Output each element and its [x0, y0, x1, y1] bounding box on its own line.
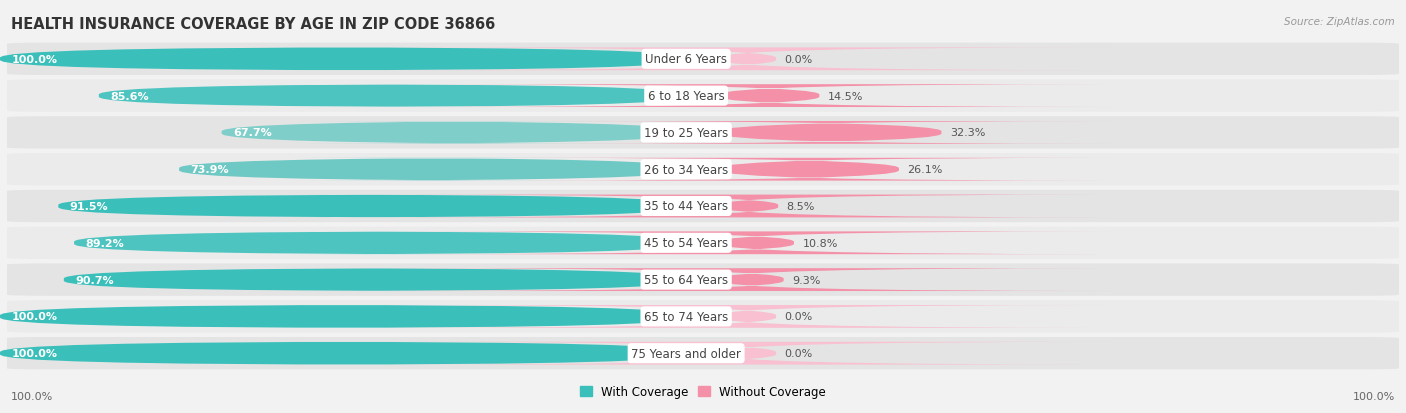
- Text: 8.5%: 8.5%: [786, 202, 815, 211]
- Text: 26 to 34 Years: 26 to 34 Years: [644, 163, 728, 176]
- Text: 32.3%: 32.3%: [950, 128, 986, 138]
- FancyBboxPatch shape: [58, 195, 686, 218]
- Text: 35 to 44 Years: 35 to 44 Years: [644, 200, 728, 213]
- FancyBboxPatch shape: [0, 342, 686, 365]
- Text: 67.7%: 67.7%: [233, 128, 271, 138]
- Text: 0.0%: 0.0%: [785, 312, 813, 322]
- Text: Under 6 Years: Under 6 Years: [645, 53, 727, 66]
- Text: 89.2%: 89.2%: [86, 238, 124, 248]
- Text: 90.7%: 90.7%: [75, 275, 114, 285]
- FancyBboxPatch shape: [384, 48, 1112, 71]
- FancyBboxPatch shape: [7, 43, 1399, 76]
- Text: 100.0%: 100.0%: [11, 312, 58, 322]
- FancyBboxPatch shape: [7, 301, 1399, 333]
- FancyBboxPatch shape: [0, 305, 686, 328]
- Text: 14.5%: 14.5%: [828, 91, 863, 101]
- FancyBboxPatch shape: [385, 195, 1112, 218]
- Text: HEALTH INSURANCE COVERAGE BY AGE IN ZIP CODE 36866: HEALTH INSURANCE COVERAGE BY AGE IN ZIP …: [11, 17, 495, 31]
- Text: 9.3%: 9.3%: [792, 275, 821, 285]
- FancyBboxPatch shape: [427, 85, 1112, 108]
- FancyBboxPatch shape: [550, 122, 1112, 145]
- FancyBboxPatch shape: [75, 232, 686, 254]
- Text: 91.5%: 91.5%: [69, 202, 108, 211]
- Text: 45 to 54 Years: 45 to 54 Years: [644, 237, 728, 250]
- Text: 55 to 64 Years: 55 to 64 Years: [644, 273, 728, 286]
- FancyBboxPatch shape: [222, 122, 686, 145]
- Text: 100.0%: 100.0%: [11, 348, 58, 358]
- Text: 100.0%: 100.0%: [11, 392, 53, 401]
- FancyBboxPatch shape: [7, 117, 1399, 149]
- FancyBboxPatch shape: [7, 264, 1399, 296]
- FancyBboxPatch shape: [7, 227, 1399, 259]
- Text: 100.0%: 100.0%: [1353, 392, 1395, 401]
- FancyBboxPatch shape: [98, 85, 686, 108]
- FancyBboxPatch shape: [7, 154, 1399, 186]
- FancyBboxPatch shape: [7, 80, 1399, 112]
- Text: 75 Years and older: 75 Years and older: [631, 347, 741, 360]
- FancyBboxPatch shape: [384, 305, 1112, 328]
- FancyBboxPatch shape: [7, 337, 1399, 370]
- FancyBboxPatch shape: [7, 190, 1399, 223]
- Text: 26.1%: 26.1%: [907, 165, 943, 175]
- Text: Source: ZipAtlas.com: Source: ZipAtlas.com: [1284, 17, 1395, 26]
- Text: 19 to 25 Years: 19 to 25 Years: [644, 127, 728, 140]
- Text: 0.0%: 0.0%: [785, 55, 813, 65]
- FancyBboxPatch shape: [179, 159, 686, 181]
- FancyBboxPatch shape: [384, 342, 1112, 365]
- Text: 10.8%: 10.8%: [803, 238, 838, 248]
- Text: 73.9%: 73.9%: [190, 165, 229, 175]
- FancyBboxPatch shape: [402, 232, 1112, 254]
- FancyBboxPatch shape: [506, 159, 1112, 181]
- FancyBboxPatch shape: [0, 48, 686, 71]
- Text: 0.0%: 0.0%: [785, 348, 813, 358]
- FancyBboxPatch shape: [63, 268, 686, 291]
- FancyBboxPatch shape: [391, 268, 1112, 291]
- Text: 65 to 74 Years: 65 to 74 Years: [644, 310, 728, 323]
- Text: 85.6%: 85.6%: [110, 91, 149, 101]
- Text: 100.0%: 100.0%: [11, 55, 58, 65]
- Legend: With Coverage, Without Coverage: With Coverage, Without Coverage: [575, 381, 831, 403]
- Text: 6 to 18 Years: 6 to 18 Years: [648, 90, 724, 103]
